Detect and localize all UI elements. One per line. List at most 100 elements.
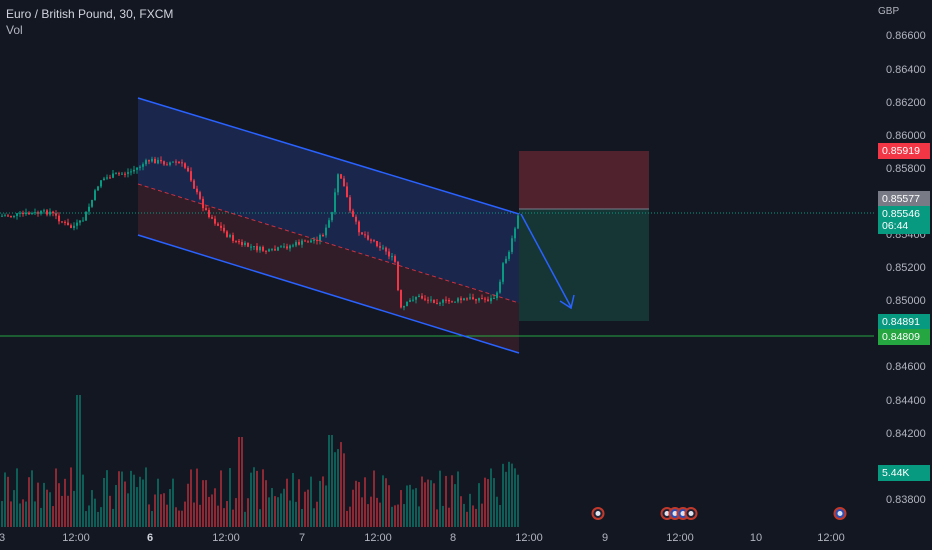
- candle-body: [70, 225, 72, 228]
- volume-bar: [514, 468, 516, 527]
- uk-flag-icon[interactable]: [591, 507, 605, 520]
- volume-bar: [376, 497, 378, 527]
- candle-body: [19, 212, 21, 214]
- candle-body: [127, 172, 129, 174]
- volume-bar: [334, 452, 336, 527]
- volume-bar: [103, 477, 105, 527]
- candle-body: [457, 298, 459, 302]
- candle-body: [187, 167, 189, 172]
- candle-body: [478, 298, 480, 301]
- candle-body: [73, 225, 75, 228]
- time-axis[interactable]: 3 12:00 6 12:00 7 12:00 8 12:00 9 12:00 10 12:00: [0, 507, 874, 550]
- candle-body: [175, 161, 177, 163]
- take-profit-zone: [519, 209, 649, 321]
- channel-top-line[interactable]: [137, 97, 520, 215]
- candle-body: [421, 295, 423, 299]
- volume-bar: [106, 470, 108, 527]
- price-tick: 0.86600: [886, 30, 926, 42]
- candle-body: [469, 297, 471, 299]
- volume-bar: [322, 476, 324, 527]
- candle-body: [241, 242, 243, 245]
- channel-lower-fill: [138, 184, 519, 353]
- candle-body: [463, 298, 465, 301]
- candle-body: [67, 222, 69, 226]
- volume-bar: [25, 501, 27, 527]
- candle-body: [118, 173, 120, 175]
- volume-bar: [226, 501, 228, 527]
- price-axis[interactable]: GBP 0.86600 0.86400 0.86200 0.86000 0.85800 0…: [874, 0, 932, 550]
- candle-body: [397, 261, 399, 291]
- candle-body: [172, 161, 174, 163]
- candle-body: [106, 177, 108, 179]
- candle-body: [316, 239, 318, 241]
- candle-body: [142, 164, 144, 167]
- candle-body: [226, 231, 228, 237]
- target-price-label: 0.84891: [878, 314, 930, 330]
- volume-bar: [148, 504, 150, 527]
- currency-label: GBP: [878, 6, 900, 17]
- volume-bar: [346, 510, 348, 527]
- uk-flag-icon[interactable]: [684, 507, 698, 520]
- projection-arrow[interactable]: [520, 213, 572, 308]
- volume-bar: [13, 490, 15, 527]
- candle-body: [169, 162, 171, 165]
- volume-bar: [412, 489, 414, 527]
- event-marker-dot: [664, 511, 670, 516]
- volume-bar: [415, 488, 417, 527]
- candle-body: [298, 242, 300, 245]
- candle-body: [10, 215, 12, 217]
- candle-body: [58, 215, 60, 222]
- volume-bar: [214, 488, 216, 527]
- volume-bar: [85, 511, 87, 527]
- candle-body: [112, 173, 114, 178]
- candle-body: [403, 305, 405, 308]
- candle-body: [400, 290, 402, 308]
- stop-price-label: 0.85919: [878, 143, 930, 159]
- candle-body: [64, 221, 66, 223]
- volume-bar: [442, 505, 444, 527]
- volume-bar: [163, 493, 165, 527]
- volume-bar: [58, 483, 60, 527]
- volume-bar: [94, 498, 96, 527]
- symbol-title[interactable]: Euro / British Pound, 30, FXCM: [6, 7, 174, 21]
- volume-bar: [280, 493, 282, 527]
- channel-bottom-line[interactable]: [137, 234, 520, 354]
- candle-body: [412, 299, 414, 301]
- candle-body: [52, 211, 54, 214]
- candle-body: [352, 210, 354, 217]
- candle-body: [394, 256, 396, 262]
- volume-bar: [154, 494, 156, 527]
- volume-bar: [379, 502, 381, 527]
- volume-bar: [511, 463, 513, 527]
- volume-bar: [394, 505, 396, 527]
- volume-bar: [484, 477, 486, 527]
- candle-body: [76, 222, 78, 226]
- volume-bar: [121, 471, 123, 527]
- candle-body: [229, 235, 231, 237]
- candle-body: [139, 166, 141, 168]
- candle-body: [259, 246, 261, 251]
- volume-bar: [328, 435, 330, 527]
- price-tick: 0.84400: [886, 395, 926, 407]
- eu-flag-icon[interactable]: [833, 507, 847, 520]
- volume-bar: [232, 509, 234, 527]
- volume-bar: [460, 496, 462, 527]
- candle-body: [454, 301, 456, 303]
- volume-bar: [478, 483, 480, 527]
- support-price-label: 0.84809: [878, 329, 930, 345]
- candle-body: [247, 242, 249, 247]
- candle-body: [97, 186, 99, 191]
- volume-bar: [34, 501, 36, 527]
- volume-bar: [208, 496, 210, 527]
- volume-indicator-label[interactable]: Vol: [6, 23, 23, 37]
- volume-bar: [295, 501, 297, 527]
- volume-bar: [262, 469, 264, 527]
- candle-body: [256, 246, 258, 251]
- event-marker-dot: [680, 511, 686, 516]
- volume-bar: [436, 509, 438, 527]
- candle-body: [382, 247, 384, 249]
- candle-body: [232, 235, 234, 241]
- candle-body: [31, 213, 33, 215]
- chart-canvas[interactable]: [0, 0, 874, 528]
- candle-body: [367, 235, 369, 240]
